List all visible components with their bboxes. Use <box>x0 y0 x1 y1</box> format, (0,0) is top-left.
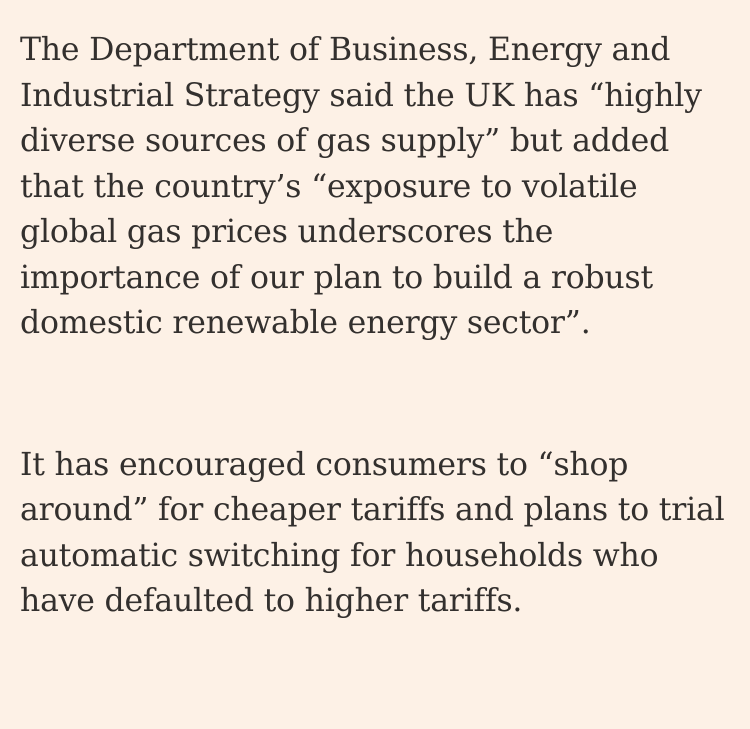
paragraph-spacer <box>20 347 730 443</box>
text-line: global gas prices underscores the <box>20 214 554 250</box>
text-line: diverse sources of gas supply” but added <box>20 123 670 159</box>
text-line: have defaulted to higher tariffs. <box>20 583 523 619</box>
text-line: Industrial Strategy said the UK has “hig… <box>20 77 702 114</box>
text-line: importance of our plan to build a robust <box>20 259 653 296</box>
paragraph-consumer-advice: It has encouraged consumers to “shop aro… <box>20 443 730 625</box>
paragraph-beis-statement: The Department of Business, Energy and I… <box>20 28 730 347</box>
text-line: around” for cheaper tariffs and plans to… <box>20 492 725 528</box>
text-line: automatic switching for households who <box>20 537 659 574</box>
text-line: that the country’s “exposure to volatile <box>20 168 638 205</box>
text-line: domestic renewable energy sector”. <box>20 305 591 341</box>
text-line: It has encouraged consumers to “shop <box>20 446 629 483</box>
text-line: The Department of Business, Energy and <box>20 32 671 68</box>
